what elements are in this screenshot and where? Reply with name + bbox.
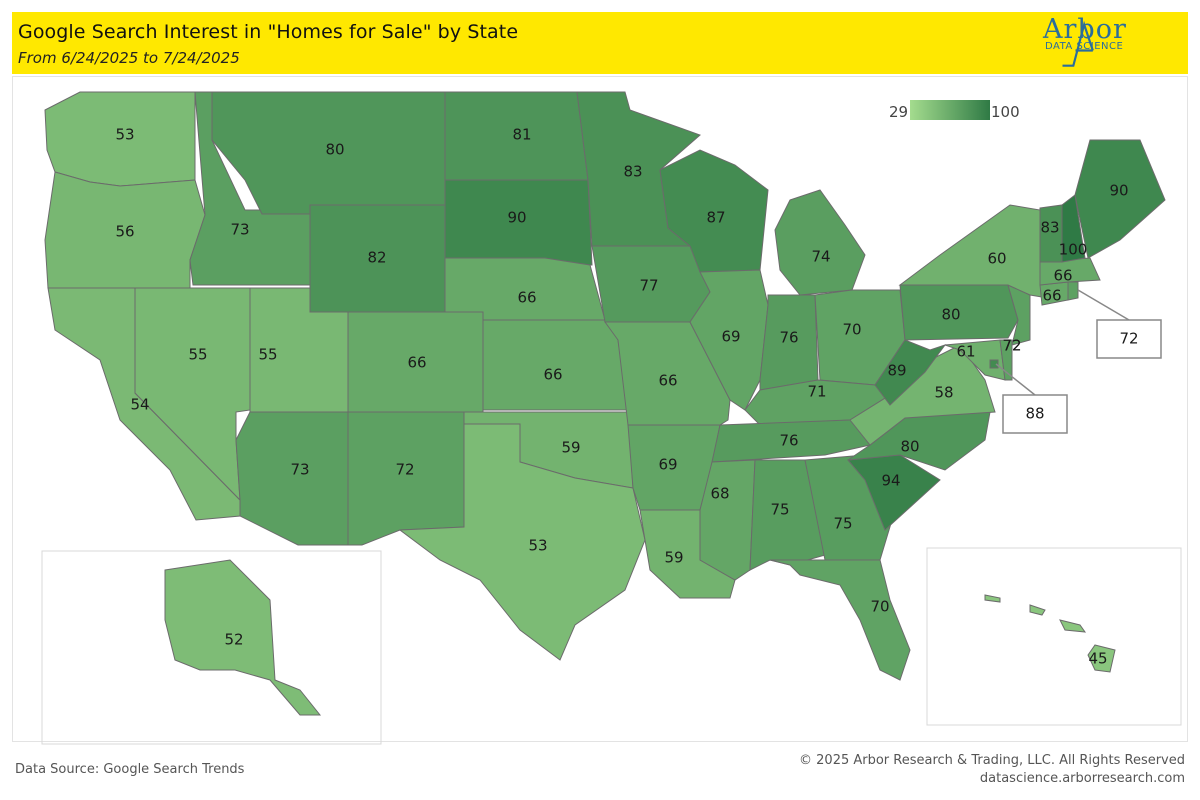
state-nm[interactable] <box>347 411 465 546</box>
state-value-ny: 60 <box>987 250 1006 268</box>
state-value-oh: 70 <box>842 321 861 339</box>
state-value-ms: 68 <box>710 485 729 503</box>
legend-gradient <box>910 100 990 120</box>
state-labels: 53 56 54 55 73 80 82 55 73 66 72 81 90 66 66 59 53 83 77 66… <box>115 126 1128 668</box>
callout-line-ri <box>1077 289 1130 321</box>
state-value-ut: 55 <box>258 346 277 364</box>
state-value-de: 72 <box>1002 337 1021 355</box>
state-value-ia: 77 <box>639 277 658 295</box>
state-ri[interactable] <box>1067 281 1079 301</box>
state-value-tn: 76 <box>779 432 798 450</box>
state-value-mi: 74 <box>811 248 830 266</box>
state-value-mt: 80 <box>325 141 344 159</box>
state-value-az: 73 <box>290 461 309 479</box>
state-value-nh: 100 <box>1059 241 1088 259</box>
hawaii-inset-frame <box>926 547 1182 726</box>
state-value-ks: 66 <box>543 366 562 384</box>
state-value-nm: 72 <box>395 461 414 479</box>
state-value-in: 76 <box>779 329 798 347</box>
title-banner: Google Search Interest in "Homes for Sal… <box>12 12 1188 74</box>
state-shapes <box>41 91 1182 745</box>
data-source: Data Source: Google Search Trends <box>15 762 245 777</box>
state-value-al: 75 <box>770 501 789 519</box>
callout-line-dc <box>995 363 1036 396</box>
date-range-subtitle: From 6/24/2025 to 7/24/2025 <box>18 49 240 67</box>
state-value-wa: 53 <box>115 126 134 144</box>
state-value-wy: 82 <box>367 249 386 267</box>
callout-box-ri <box>1096 319 1162 359</box>
state-nh[interactable] <box>1061 194 1086 263</box>
state-value-me: 90 <box>1109 182 1128 200</box>
state-value-tx: 53 <box>528 537 547 555</box>
state-value-nj: 72 <box>1002 337 1021 355</box>
page-title: Google Search Interest in "Homes for Sal… <box>18 21 519 43</box>
state-value-nv: 55 <box>188 346 207 364</box>
state-value-wv: 89 <box>887 362 906 380</box>
callout-lines: 72 88 <box>995 289 1162 434</box>
legend-min: 29 <box>889 103 909 121</box>
state-value-ct: 66 <box>1042 287 1061 305</box>
state-value-nc: 80 <box>900 438 919 456</box>
legend-max: 100 <box>991 103 1020 121</box>
logo-name: Arbor <box>1043 14 1127 45</box>
state-ms[interactable] <box>699 459 756 581</box>
logo-tagline: DATA SCIENCE <box>1045 41 1124 52</box>
state-fl[interactable] <box>769 559 911 681</box>
alaska-inset-frame <box>41 550 382 745</box>
state-value-mn: 83 <box>623 163 642 181</box>
state-value-ar: 69 <box>658 456 677 474</box>
state-value-fl: 70 <box>870 598 889 616</box>
state-ak[interactable] <box>164 559 322 716</box>
callout-value-ri: 72 <box>1119 330 1138 348</box>
state-value-mo: 66 <box>658 372 677 390</box>
state-value-ma: 66 <box>1053 267 1072 285</box>
state-value-sd: 90 <box>507 209 526 227</box>
state-value-ok: 59 <box>561 439 580 457</box>
state-value-pa: 80 <box>941 306 960 324</box>
arbor-logo-icon <box>1062 20 1094 67</box>
state-value-vt: 83 <box>1040 219 1059 237</box>
state-hi[interactable] <box>984 594 1116 673</box>
map-frame <box>12 76 1188 742</box>
copyright: © 2025 Arbor Research & Trading, LLC. Al… <box>799 753 1185 768</box>
state-value-va: 58 <box>934 384 953 402</box>
callout-box-dc <box>1002 394 1068 434</box>
state-me[interactable] <box>1074 139 1166 259</box>
state-de[interactable] <box>999 339 1013 381</box>
state-mi[interactable] <box>774 189 866 296</box>
state-value-ca: 54 <box>130 396 149 414</box>
state-value-sc: 94 <box>881 472 900 490</box>
state-value-wi: 87 <box>706 209 725 227</box>
state-value-hi: 45 <box>1088 650 1107 668</box>
state-value-or: 56 <box>115 223 134 241</box>
state-value-la: 59 <box>664 549 683 567</box>
state-value-ky: 71 <box>807 383 826 401</box>
footer-credits: © 2025 Arbor Research & Trading, LLC. Al… <box>799 752 1185 788</box>
state-az[interactable] <box>235 411 349 546</box>
state-value-il: 69 <box>721 328 740 346</box>
state-value-id: 73 <box>230 221 249 239</box>
callout-value-dc: 88 <box>1025 405 1044 423</box>
state-va[interactable] <box>849 344 996 446</box>
state-value-ga: 75 <box>833 515 852 533</box>
state-value-nd: 81 <box>512 126 531 144</box>
state-value-md: 61 <box>956 343 975 361</box>
website: datascience.arborresearch.com <box>979 771 1185 786</box>
state-value-ak: 52 <box>224 631 243 649</box>
state-value-ne: 66 <box>517 289 536 307</box>
state-value-co: 66 <box>407 354 426 372</box>
color-legend: 29 100 <box>880 100 1030 124</box>
state-md[interactable] <box>944 339 1006 381</box>
state-dc[interactable] <box>989 359 999 369</box>
